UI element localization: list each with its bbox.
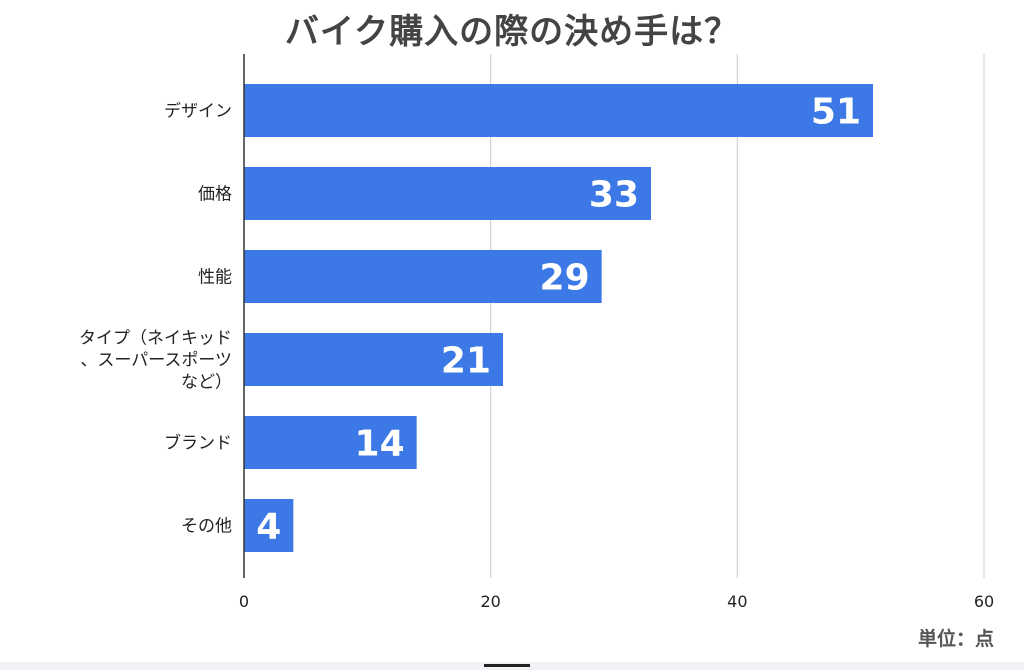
bar bbox=[244, 416, 417, 469]
category-label: 、スーパースポーツ bbox=[80, 351, 232, 371]
unit-label: 単位：点 bbox=[917, 628, 994, 650]
x-tick-label: 0 bbox=[239, 592, 249, 611]
x-tick-label: 40 bbox=[727, 592, 747, 611]
category-label: ブランド bbox=[164, 433, 232, 454]
bar bbox=[244, 333, 503, 386]
bar bbox=[244, 250, 602, 303]
category-label: など） bbox=[181, 373, 232, 393]
category-label: タイプ（ネイキッド bbox=[79, 329, 232, 349]
bar bbox=[244, 84, 873, 137]
x-tick-label: 20 bbox=[480, 592, 500, 611]
home-indicator bbox=[484, 664, 530, 667]
bar bbox=[244, 499, 294, 552]
bar-value-label: 14 bbox=[355, 424, 405, 465]
x-tick-label: 60 bbox=[974, 592, 994, 611]
bar bbox=[244, 167, 651, 220]
bar-value-label: 33 bbox=[589, 175, 639, 216]
category-label: 価格 bbox=[198, 185, 232, 205]
chart-title: バイク購入の際の決め手は？ bbox=[284, 12, 740, 52]
bar-value-label: 4 bbox=[256, 507, 281, 548]
category-label: その他 bbox=[181, 517, 232, 537]
category-label: 性能 bbox=[198, 268, 232, 288]
category-label: デザイン bbox=[164, 101, 232, 122]
bar-value-label: 29 bbox=[540, 258, 590, 299]
bar-value-label: 51 bbox=[811, 92, 861, 133]
bar-value-label: 21 bbox=[441, 341, 491, 382]
